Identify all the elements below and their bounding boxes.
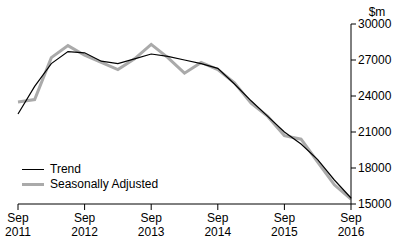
svg-text:2011: 2011 [8, 225, 31, 239]
svg-text:Sep: Sep [141, 211, 163, 225]
svg-text:21000: 21000 [358, 125, 392, 139]
svg-text:2014: 2014 [204, 225, 231, 239]
svg-text:$m: $m [369, 5, 386, 19]
svg-text:Sep: Sep [207, 211, 229, 225]
svg-text:30000: 30000 [358, 17, 392, 31]
svg-text:Sep: Sep [340, 211, 362, 225]
svg-text:Sep: Sep [74, 211, 96, 225]
svg-text:18000: 18000 [358, 161, 392, 175]
svg-text:2012: 2012 [71, 225, 98, 239]
svg-text:Sep: Sep [8, 211, 29, 225]
svg-text:2015: 2015 [271, 225, 298, 239]
html-text:Seasonally Adjusted: Seasonally Adjusted [50, 177, 159, 191]
svg-text:15000: 15000 [358, 197, 392, 211]
svg-text:24000: 24000 [358, 89, 392, 103]
svg-text:2016: 2016 [338, 225, 365, 239]
html-text:Trend: Trend [50, 162, 81, 176]
svg-text:Sep: Sep [274, 211, 296, 225]
svg-text:27000: 27000 [358, 53, 392, 67]
svg-text:2013: 2013 [138, 225, 165, 239]
